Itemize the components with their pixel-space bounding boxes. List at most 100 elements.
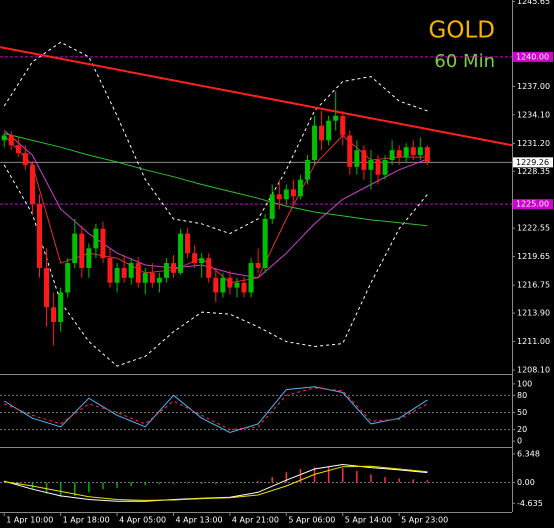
candle-body: [375, 159, 381, 175]
x-tick-label: 5 Apr 06:00: [288, 516, 335, 525]
candle-body: [382, 159, 388, 175]
candle-body: [185, 233, 191, 254]
candle-body: [107, 258, 113, 283]
y-tick-label: 100: [517, 379, 532, 388]
x-tick-label: 4 Apr 05:00: [119, 516, 166, 525]
candle-body: [170, 263, 176, 273]
level-label: 1225.00: [516, 200, 549, 209]
candle-body: [297, 179, 303, 197]
y-tick-label: 1234.10: [517, 110, 550, 119]
candle-body: [333, 115, 339, 121]
candle-body: [312, 125, 318, 160]
candle-body: [241, 282, 247, 293]
candle-body: [58, 292, 64, 322]
y-tick-label: 0: [517, 437, 522, 446]
x-tick-label: 1 Apr 10:00: [6, 516, 53, 525]
chart-title: GOLD: [429, 18, 495, 44]
candle-body: [417, 147, 423, 156]
level-box: [513, 51, 553, 62]
candle-body: [199, 258, 205, 264]
candle-body: [163, 263, 169, 278]
candle-body: [424, 147, 430, 162]
candle-body: [72, 233, 78, 264]
candle-body: [100, 228, 106, 259]
overlay-line: [3, 41, 428, 235]
candle-body: [389, 150, 395, 160]
candle-body: [347, 135, 353, 167]
candle-body: [36, 204, 42, 268]
candle-body: [354, 150, 360, 167]
candle-body: [410, 147, 416, 156]
candle-body: [361, 150, 367, 170]
candle-body: [255, 263, 261, 268]
candle-body: [1, 135, 7, 141]
last-price-box: [513, 157, 553, 168]
candle-body: [15, 145, 21, 154]
candle-body: [29, 164, 35, 205]
candle-body: [142, 272, 148, 283]
candle-body: [93, 228, 99, 249]
x-tick-label: 4 Apr 21:00: [232, 516, 279, 525]
candle-body: [276, 194, 282, 200]
candle-body: [269, 194, 275, 219]
x-tick-label: 5 Apr 14:00: [345, 516, 392, 525]
candle-body: [22, 153, 28, 165]
last-price-label: 1229.26: [516, 158, 549, 167]
y-tick-label: 20: [517, 425, 527, 434]
level-label: 1240.00: [516, 52, 549, 61]
overlay-line: [4, 133, 428, 227]
candle-body: [326, 120, 332, 141]
trend-line: [0, 46, 513, 147]
indicator-line: [4, 465, 428, 501]
candle-body: [290, 189, 296, 197]
y-tick-label: 1219.65: [517, 252, 550, 261]
y-tick-label: 1231.20: [517, 139, 550, 148]
candle-body: [8, 135, 14, 146]
y-tick-label: 0.00: [517, 478, 535, 487]
candle-body: [304, 159, 310, 180]
candle-body: [79, 233, 85, 268]
candle-body: [340, 115, 346, 136]
y-tick-label: 1213.90: [517, 309, 550, 318]
candle-body: [213, 277, 219, 293]
y-tick-label: 1222.55: [517, 224, 550, 233]
y-tick-label: -4.635: [517, 499, 543, 508]
candle-body: [396, 150, 402, 158]
candle-body: [86, 248, 92, 268]
candle-body: [227, 277, 233, 288]
candle-body: [368, 159, 374, 170]
indicator-line: [4, 387, 428, 431]
candle-body: [135, 263, 141, 283]
x-tick-label: 4 Apr 13:00: [175, 516, 222, 525]
candle-body: [192, 253, 198, 264]
candle-body: [178, 233, 184, 273]
candle-body: [149, 272, 155, 283]
x-tick-label: 1 Apr 18:00: [63, 516, 110, 525]
candle-body: [121, 267, 127, 278]
y-tick-label: 1216.75: [517, 281, 550, 290]
indicator-line: [3, 386, 428, 434]
overlay-line: [3, 164, 428, 367]
y-tick-label: 1228.35: [517, 167, 550, 176]
candle-body: [262, 218, 268, 268]
y-tick-label: 1208.10: [517, 366, 550, 375]
y-tick-label: 50: [517, 408, 527, 417]
level-box: [513, 199, 553, 210]
candle-body: [156, 277, 162, 283]
candle-body: [283, 189, 289, 200]
candle-body: [403, 147, 409, 158]
candle-body: [114, 267, 120, 283]
x-tick-label: 5 Apr 23:00: [401, 516, 448, 525]
candle-body: [248, 263, 254, 293]
candle-body: [319, 125, 325, 141]
chart-subtitle: 60 Min: [434, 51, 495, 72]
candle-body: [206, 258, 212, 278]
candle-body: [220, 277, 226, 293]
candle-body: [65, 263, 71, 293]
y-tick-label: 1237.00: [517, 82, 550, 91]
candle-body: [51, 307, 57, 322]
y-tick-label: 6.348: [517, 449, 540, 458]
y-tick-label: 1245.65: [517, 0, 550, 6]
